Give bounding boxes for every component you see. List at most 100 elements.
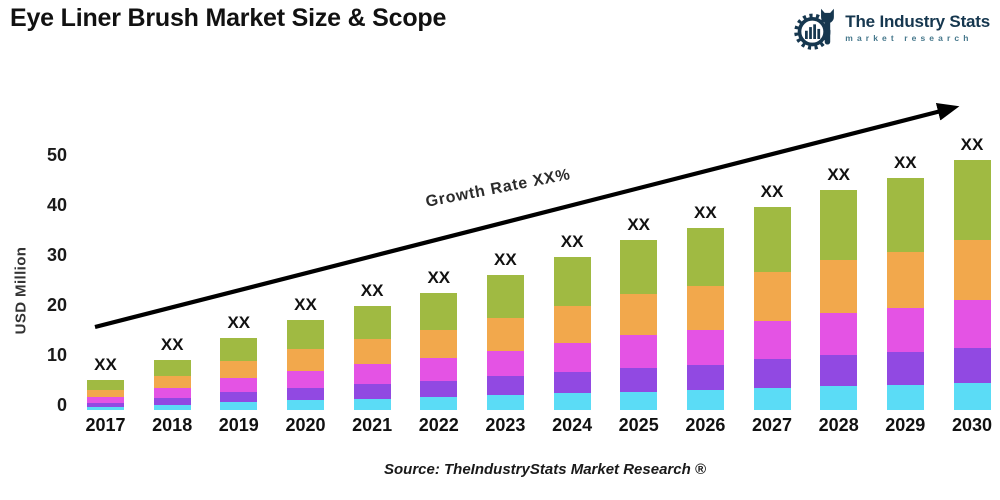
bar-segment-magenta-segment — [753, 320, 791, 359]
bar-segment-orange-segment — [953, 240, 991, 300]
bar-segment-purple-segment — [353, 384, 391, 399]
x-axis-label-2026: 2026 — [685, 415, 726, 435]
bar-value-label: XX — [227, 312, 251, 332]
x-axis-label-2029: 2029 — [885, 415, 926, 435]
bar-value-label: XX — [960, 135, 984, 154]
bar-value-label: XX — [627, 214, 651, 234]
bar-value-label: XX — [94, 355, 117, 374]
bar-segment-orange-segment — [353, 339, 391, 364]
bar-segment-cyan-bottom-segment — [820, 386, 858, 410]
bar-segment-magenta-segment — [287, 370, 324, 388]
y-axis-tick-40: 40 — [46, 195, 67, 215]
bar-segment-green-top-segment — [953, 160, 991, 240]
x-axis-label-2020: 2020 — [285, 415, 326, 435]
bar-segment-purple-segment — [87, 402, 124, 407]
bar-segment-cyan-bottom-segment — [87, 406, 124, 410]
logo-text: The Industry Stats market research — [845, 13, 990, 43]
bar-segment-purple-segment — [420, 380, 458, 397]
bar-segment-cyan-bottom-segment — [753, 387, 791, 410]
bar-segment-green-top-segment — [87, 380, 124, 390]
bar-segment-cyan-bottom-segment — [420, 397, 458, 410]
bar-segment-green-top-segment — [220, 337, 258, 361]
y-axis-tick-0: 0 — [56, 395, 67, 415]
bar-segment-magenta-segment — [686, 330, 724, 365]
bar-segment-cyan-bottom-segment — [553, 393, 591, 410]
bar-segment-magenta-segment — [87, 397, 124, 403]
bar-segment-magenta-segment — [553, 342, 591, 372]
x-axis-label-2019: 2019 — [218, 415, 259, 435]
bar-segment-purple-segment — [753, 359, 791, 388]
bar-segment-purple-segment — [820, 355, 858, 386]
x-axis-label-2021: 2021 — [352, 415, 393, 435]
bar-value-label: XX — [494, 250, 517, 269]
bar-segment-green-top-segment — [753, 207, 791, 272]
x-axis-label-2017: 2017 — [85, 415, 126, 435]
bar-value-label: XX — [827, 164, 851, 184]
bar-segment-magenta-segment — [953, 300, 991, 348]
bar-segment-magenta-segment — [153, 388, 191, 398]
logo-name: The Industry Stats — [845, 12, 990, 32]
bar-segment-magenta-segment — [820, 313, 858, 355]
bar-segment-purple-segment — [153, 397, 191, 405]
bar-segment-green-top-segment — [686, 227, 724, 286]
bar-segment-orange-segment — [87, 390, 124, 397]
bar-segment-purple-segment — [886, 352, 924, 385]
x-axis-label-2028: 2028 — [818, 415, 859, 435]
x-axis-label-2022: 2022 — [418, 415, 459, 435]
bar-segment-magenta-segment — [220, 378, 258, 392]
bar-value-label: XX — [893, 152, 917, 172]
bar-segment-green-top-segment — [153, 360, 191, 376]
bar-segment-magenta-segment — [620, 335, 658, 368]
bar-segment-magenta-segment — [353, 364, 391, 384]
bar-segment-purple-segment — [553, 371, 591, 393]
x-axis-label-2025: 2025 — [618, 415, 659, 435]
bar-segment-purple-segment — [287, 387, 324, 400]
bar-value-label: XX — [560, 232, 584, 251]
bar-value-label: XX — [694, 202, 717, 222]
bar-segment-orange-segment — [753, 272, 791, 321]
bar-segment-orange-segment — [886, 252, 924, 308]
logo: The Industry Stats market research — [794, 6, 990, 50]
bar-segment-orange-segment — [820, 260, 858, 313]
bar-segment-cyan-bottom-segment — [620, 391, 658, 410]
source-note: Source: TheIndustryStats Market Research… — [384, 461, 706, 478]
bar-value-label: XX — [160, 335, 184, 354]
bar-segment-purple-segment — [220, 392, 258, 402]
bar-segment-cyan-bottom-segment — [686, 390, 724, 410]
bar-segment-green-top-segment — [886, 177, 924, 252]
bar-segment-green-top-segment — [287, 320, 324, 349]
bar-segment-green-top-segment — [553, 257, 591, 306]
bar-segment-green-top-segment — [486, 275, 524, 318]
x-axis-label-2018: 2018 — [152, 415, 193, 435]
bar-segment-cyan-bottom-segment — [220, 402, 258, 410]
bar-segment-green-top-segment — [420, 292, 458, 330]
x-axis-label-2030: 2030 — [951, 415, 993, 435]
bar-segment-cyan-bottom-segment — [353, 398, 391, 410]
bar-segment-cyan-bottom-segment — [153, 404, 191, 410]
y-axis-tick-10: 10 — [46, 345, 67, 365]
y-axis-tick-50: 50 — [46, 145, 67, 165]
bar-segment-orange-segment — [686, 286, 724, 330]
y-axis-tick-30: 30 — [46, 245, 67, 265]
bar-segment-green-top-segment — [353, 305, 391, 339]
bar-segment-cyan-bottom-segment — [486, 395, 524, 410]
bar-segment-green-top-segment — [820, 189, 858, 260]
y-axis-tick-20: 20 — [46, 295, 67, 315]
bar-segment-orange-segment — [153, 376, 191, 388]
logo-tagline: market research — [845, 32, 973, 43]
bar-segment-magenta-segment — [886, 308, 924, 352]
bar-value-label: XX — [427, 267, 451, 287]
bar-segment-cyan-bottom-segment — [953, 382, 991, 410]
bar-segment-orange-segment — [620, 294, 658, 335]
bar-segment-orange-segment — [486, 318, 524, 351]
bar-segment-orange-segment — [553, 306, 591, 343]
bar-segment-magenta-segment — [420, 358, 458, 381]
x-axis-label-2024: 2024 — [552, 415, 593, 435]
bar-segment-orange-segment — [287, 349, 324, 371]
x-axis-label-2027: 2027 — [751, 415, 793, 435]
bar-value-label: XX — [294, 295, 317, 314]
bar-value-label: XX — [360, 280, 384, 300]
bar-value-label: XX — [760, 182, 784, 201]
